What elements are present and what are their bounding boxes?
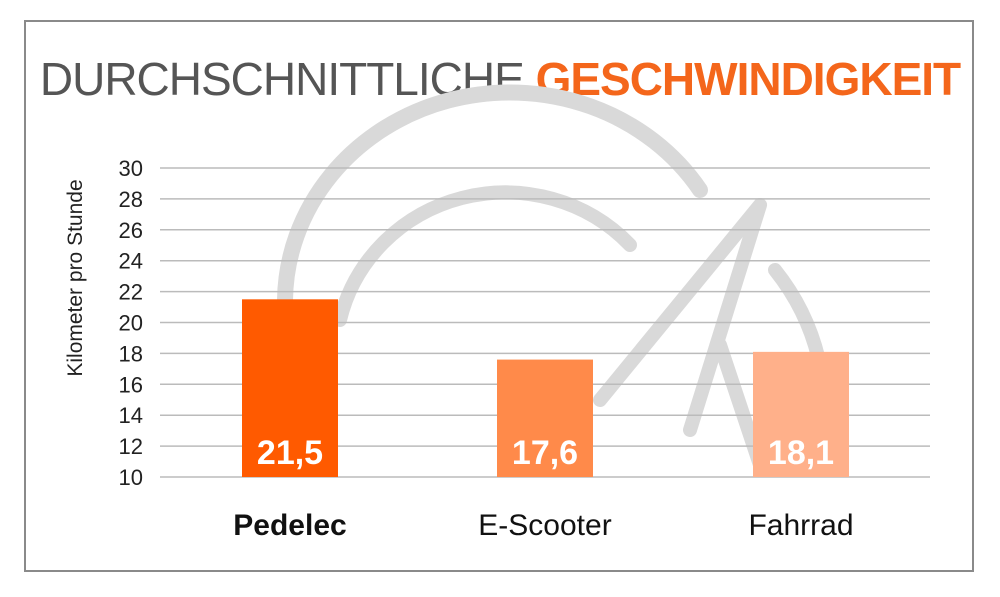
y-tick-label: 18 [119, 341, 143, 366]
y-tick-label: 10 [119, 465, 143, 490]
bar [497, 359, 593, 477]
bar-value-label: 21,5 [257, 434, 323, 472]
x-category-label: Fahrrad [748, 509, 853, 542]
chart-frame [24, 20, 974, 572]
y-tick-label: 12 [119, 434, 143, 459]
x-category-label: E-Scooter [478, 509, 611, 542]
y-tick-label: 20 [119, 311, 143, 336]
y-tick-label: 30 [119, 156, 143, 181]
bar [753, 351, 849, 477]
y-tick-label: 14 [119, 403, 143, 428]
chart-title: DURCHSCHNITTLICHE GESCHWINDIGKEIT [0, 52, 1000, 106]
category-labels: Pedelec E-Scooter Fahrrad [233, 509, 853, 542]
bar-value-label: 18,1 [768, 434, 834, 472]
bars [242, 299, 849, 477]
title-part-accent: GESCHWINDIGKEIT [535, 53, 962, 105]
y-axis-label: Kilometer pro Stunde [64, 179, 87, 376]
y-tick-label: 28 [119, 187, 143, 212]
y-tick-label: 22 [119, 280, 143, 305]
y-tick-label: 26 [119, 218, 143, 243]
x-category-label: Pedelec [233, 509, 346, 542]
bar [242, 299, 338, 477]
bar-value-label: 17,6 [512, 434, 578, 472]
y-tick-label: 16 [119, 372, 143, 397]
y-tick-label: 24 [119, 249, 143, 274]
value-labels: 21,5 17,6 18,1 [257, 434, 834, 472]
y-axis-ticks: 10 12 14 16 18 20 22 24 26 28 30 [119, 156, 143, 490]
